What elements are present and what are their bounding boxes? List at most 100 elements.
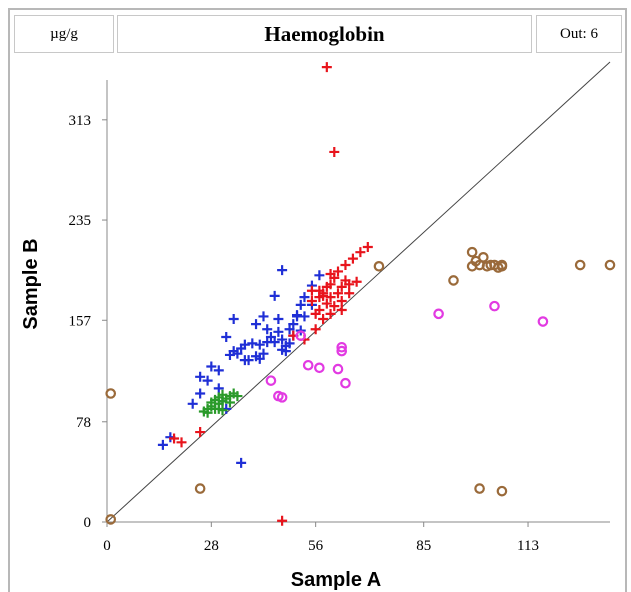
data-point-blue <box>206 361 217 372</box>
data-point-blue <box>292 311 303 322</box>
data-point-green <box>224 397 235 408</box>
data-point-magenta <box>336 341 348 353</box>
chart-title-text: Haemoglobin <box>264 21 385 46</box>
data-point-blue <box>243 355 254 366</box>
data-point-blue <box>269 337 280 348</box>
data-point-green <box>202 407 213 418</box>
data-point-red <box>351 276 362 287</box>
data-point-blue <box>251 319 262 330</box>
unit-label: µg/g <box>14 15 114 53</box>
data-point-blue <box>284 338 295 349</box>
data-point-red <box>325 292 336 303</box>
data-point-green <box>232 391 243 402</box>
data-point-red <box>340 260 351 271</box>
x-tick-label: 113 <box>517 538 539 554</box>
data-point-brown <box>105 514 117 525</box>
data-point-blue <box>277 265 288 276</box>
data-point-blue <box>288 319 299 330</box>
y-tick-label: 235 <box>69 213 92 229</box>
data-point-red <box>355 247 366 258</box>
data-point-blue <box>258 311 269 322</box>
data-point-red <box>325 308 336 319</box>
data-point-green <box>213 403 224 414</box>
data-point-magenta <box>332 363 344 375</box>
plot-area: 0 28 56 85 113 0 78 157 235 313 <box>69 61 616 554</box>
x-tick-label: 85 <box>416 538 431 554</box>
data-point-blue <box>195 371 206 382</box>
x-tick-label: 28 <box>204 538 219 554</box>
y-tick-label: 78 <box>76 415 91 431</box>
data-point-brown <box>194 483 206 494</box>
data-point-red <box>329 301 340 312</box>
data-point-blue <box>213 365 224 376</box>
data-point-red <box>344 288 355 299</box>
data-point-blue <box>232 348 243 359</box>
data-point-red <box>314 304 325 315</box>
data-point-magenta <box>314 362 325 374</box>
data-point-red <box>336 304 347 315</box>
data-point-brown <box>466 246 478 258</box>
y-tick-label: 0 <box>84 515 92 531</box>
data-point-blue <box>277 334 288 345</box>
data-point-blue <box>258 348 269 359</box>
data-point-brown <box>373 261 385 272</box>
data-point-magenta <box>340 377 351 389</box>
identity-line <box>106 61 611 523</box>
data-point-blue <box>239 339 250 350</box>
data-point-red <box>176 437 187 448</box>
data-point-magenta <box>276 392 288 403</box>
data-point-red <box>336 295 347 306</box>
data-point-red <box>333 288 344 299</box>
data-point-red <box>321 62 332 73</box>
y-tick-label: 157 <box>69 313 92 329</box>
data-point-red <box>347 253 358 264</box>
data-point-red <box>318 313 329 324</box>
data-point-red <box>310 324 321 335</box>
data-point-red <box>306 295 317 306</box>
data-point-brown <box>448 275 459 286</box>
data-point-brown <box>496 261 508 272</box>
data-point-red <box>321 298 332 309</box>
data-point-red <box>344 279 355 290</box>
data-point-blue <box>187 398 198 409</box>
data-point-brown <box>105 388 117 399</box>
data-point-magenta <box>433 308 444 320</box>
data-point-magenta <box>336 345 348 357</box>
data-point-magenta <box>265 375 277 386</box>
data-point-blue <box>262 324 273 335</box>
data-point-brown <box>604 259 616 271</box>
data-point-red <box>325 279 336 290</box>
data-point-blue <box>254 339 265 350</box>
data-point-blue <box>221 331 232 342</box>
data-point-magenta <box>295 330 307 341</box>
data-point-blue <box>314 270 325 281</box>
data-point-blue <box>295 299 306 310</box>
data-point-red <box>277 515 288 526</box>
data-point-blue <box>273 326 284 337</box>
data-point-blue <box>228 313 239 324</box>
data-point-red <box>314 285 325 296</box>
data-point-red <box>333 266 344 277</box>
data-point-blue <box>284 324 295 335</box>
data-point-blue <box>273 313 284 324</box>
x-axis-title: Sample A <box>291 569 381 591</box>
x-tick-label: 56 <box>308 538 324 554</box>
y-tick-label: 313 <box>69 113 92 129</box>
data-point-blue <box>280 346 291 357</box>
data-point-brown <box>574 259 586 271</box>
x-tick-label: 0 <box>103 538 111 554</box>
data-point-red <box>195 427 206 438</box>
chart-title: Haemoglobin <box>117 15 532 53</box>
data-point-blue <box>299 292 310 303</box>
data-point-magenta <box>489 300 500 312</box>
data-point-blue <box>202 375 213 386</box>
data-point-red <box>169 433 180 444</box>
data-point-blue <box>254 353 265 364</box>
data-point-blue <box>269 290 280 301</box>
data-point-blue <box>213 383 224 394</box>
data-point-magenta <box>302 359 314 371</box>
data-point-red <box>329 146 340 157</box>
outlier-count-text: Out: 6 <box>560 25 598 42</box>
outlier-count: Out: 6 <box>536 15 622 53</box>
